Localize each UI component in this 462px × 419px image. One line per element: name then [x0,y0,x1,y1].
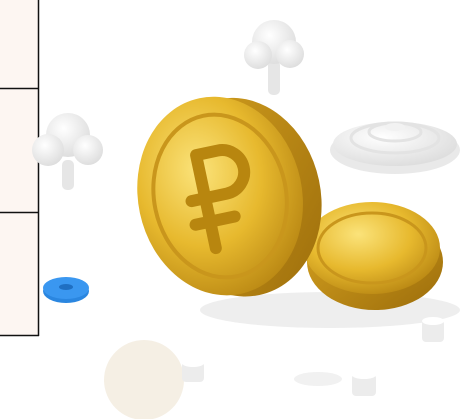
small-cylinder [182,359,204,382]
big-coin [119,77,340,315]
flat-coin [304,202,443,310]
flat-disc [294,372,342,386]
side-panel [0,0,39,336]
screen [0,0,462,419]
page: {} html, body { margin: 0; padding: 0; w… [0,0,462,419]
illustration [0,0,462,419]
small-cylinder [352,371,376,396]
tree [32,113,103,190]
stacked-discs [330,122,460,174]
panel-cell[interactable] [0,0,38,88]
blue-ring [43,277,89,303]
small-cylinder [422,317,444,342]
tree [244,20,304,95]
panel-cell[interactable] [0,213,38,335]
beige-circle [104,340,184,419]
